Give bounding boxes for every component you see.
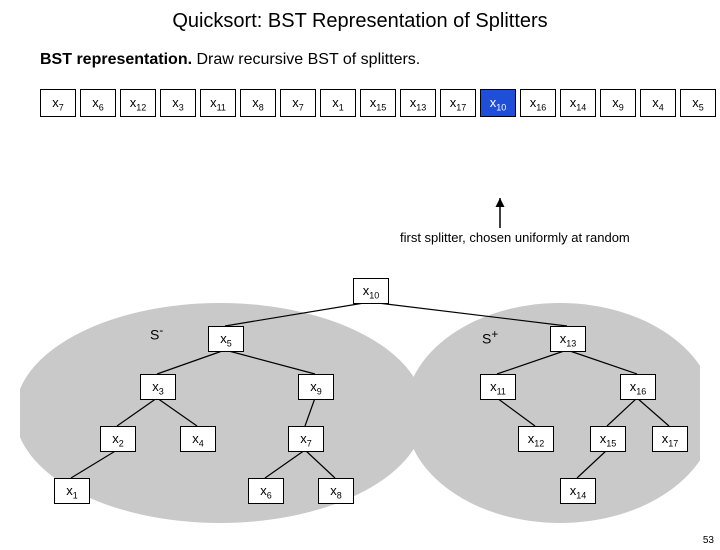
array-cell: x6: [80, 89, 116, 117]
tree-sublabel: S-: [150, 324, 163, 343]
array-cell: x15: [360, 89, 396, 117]
array-cell: x14: [560, 89, 596, 117]
array-cell: x4: [640, 89, 676, 117]
tree-edges: [20, 278, 700, 538]
tree-node: x7: [288, 426, 324, 452]
subtitle-rest: Draw recursive BST of splitters.: [192, 51, 420, 68]
tree-node: x2: [100, 426, 136, 452]
tree-sublabel: S+: [482, 328, 498, 347]
tree-node: x1: [54, 478, 90, 504]
page-title: Quicksort: BST Representation of Splitte…: [0, 10, 720, 33]
tree-node: x3: [140, 374, 176, 400]
array-cell: x16: [520, 89, 556, 117]
subtitle-bold: BST representation.: [40, 51, 192, 68]
tree-node: x11: [480, 374, 516, 400]
array-cell: x7: [40, 89, 76, 117]
array-cell: x11: [200, 89, 236, 117]
array-row: x7x6x12x3x11x8x7x1x15x13x17x10x16x14x9x4…: [40, 89, 720, 117]
tree-node: x6: [248, 478, 284, 504]
array-cell: x7: [280, 89, 316, 117]
array-cell: x3: [160, 89, 196, 117]
tree-node: x9: [298, 374, 334, 400]
array-cell: x13: [400, 89, 436, 117]
tree-node: x15: [590, 426, 626, 452]
array-cell: x8: [240, 89, 276, 117]
tree-node: x14: [560, 478, 596, 504]
tree-node: x5: [208, 326, 244, 352]
array-cell: x12: [120, 89, 156, 117]
tree-node: x8: [318, 478, 354, 504]
tree-node: x13: [550, 326, 586, 352]
array-cell: x17: [440, 89, 476, 117]
subtitle: BST representation. Draw recursive BST o…: [40, 51, 720, 69]
tree-node: x16: [620, 374, 656, 400]
caption: first splitter, chosen uniformly at rand…: [400, 230, 630, 245]
array-cell: x9: [600, 89, 636, 117]
tree-node: x10: [353, 278, 389, 304]
tree-node: x4: [180, 426, 216, 452]
array-cell: x5: [680, 89, 716, 117]
page-number: 53: [703, 535, 714, 546]
array-cell: x10: [480, 89, 516, 117]
array-cell: x1: [320, 89, 356, 117]
bst-tree: x10 x5 x13 x3 x9 x11 x16 x2 x4 x7 x12 x15 x17 x1 x6 x8 x…: [20, 278, 700, 538]
tree-node: x17: [652, 426, 688, 452]
tree-node: x12: [518, 426, 554, 452]
